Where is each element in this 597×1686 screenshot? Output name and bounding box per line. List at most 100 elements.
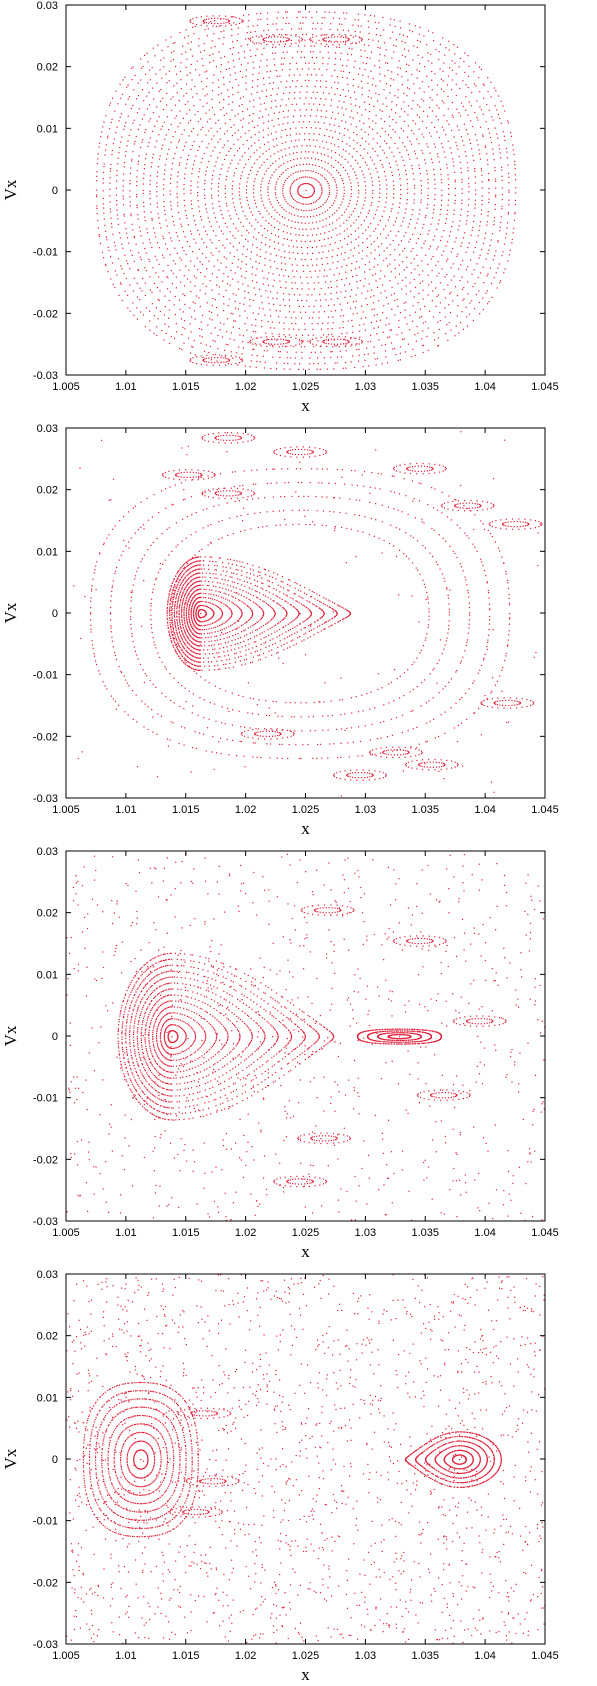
orbit-point [218,226,220,228]
orbit-point [265,251,267,253]
orbit-point [184,593,186,596]
orbit-point [220,57,222,59]
orbit-point [407,114,409,116]
orbit-point [301,282,303,284]
orbit-point [184,623,186,625]
orbit-point [243,630,245,632]
orbit-point [206,70,208,72]
orbit-point [195,581,197,583]
orbit-point [265,108,267,110]
orbit-point [488,249,490,251]
orbit-point [390,137,392,139]
orbit-point [379,80,381,82]
orbit-point [414,311,417,313]
orbit-point [316,109,319,111]
orbit-point [502,105,504,107]
orbit-point [355,126,357,128]
resonance-chain-point [347,40,349,42]
orbit-point [344,284,346,286]
orbit-point [251,631,254,633]
orbit-point [368,38,370,40]
orbit-point [219,205,221,207]
orbit-point [299,340,301,342]
orbit-point [123,166,125,168]
orbit-point [363,323,365,325]
orbit-point [329,223,331,225]
orbit-point [294,282,296,284]
orbit-point [253,636,256,638]
orbit-point [187,636,189,638]
orbit-point [271,626,273,628]
orbit-point [448,193,450,195]
resonance-chain-point [315,337,317,339]
orbit-point [186,590,188,592]
orbit-point [235,167,237,169]
orbit-point [370,252,372,254]
orbit-point [109,211,112,213]
orbit-point [198,45,200,47]
orbit-point [188,577,190,579]
orbit-point [279,597,281,599]
orbit-point [338,46,340,48]
orbit-point [394,95,396,97]
orbit-point [408,88,410,90]
orbit-point [130,213,132,215]
orbit-point [350,193,352,195]
orbit-point [225,202,227,204]
orbit-point [107,271,109,273]
orbit-point [501,175,503,177]
orbit-point [374,249,376,251]
orbit-point [410,250,412,252]
orbit-point [198,592,200,595]
orbit-point [233,586,235,588]
orbit-point [244,585,246,587]
orbit-point [194,302,196,304]
orbit-point [194,648,196,650]
orbit-point [368,365,370,367]
orbit-point [117,258,120,260]
orbit-point [188,606,190,608]
orbit-point [159,310,161,312]
orbit-point [143,173,145,175]
orbit-point [256,24,259,26]
orbit-point [318,197,320,199]
orbit-point [322,92,324,94]
orbit-point [265,602,267,604]
orbit-point [289,357,291,359]
orbit-point [416,69,418,71]
resonance-chain-point [358,41,360,43]
orbit-point [191,588,193,590]
orbit-point [337,260,339,263]
orbit-point [301,246,303,249]
orbit-point [350,269,352,272]
orbit-point [460,208,462,210]
orbit-point [373,163,375,165]
orbit-point [482,308,484,311]
orbit-point [383,29,385,31]
orbit-point [387,303,389,305]
orbit-point [225,154,228,156]
orbit-point [431,217,434,219]
orbit-point [276,181,278,183]
orbit-point [99,142,101,144]
orbit-point [259,156,261,158]
orbit-point [429,152,431,154]
orbit-point [212,297,214,299]
orbit-point [324,202,326,204]
resonance-chain-point [295,344,297,346]
orbit-point [197,649,199,651]
orbit-point [172,96,174,98]
orbit-point [188,587,190,589]
orbit-point [221,355,223,357]
orbit-point [484,146,487,148]
orbit-point [178,617,180,619]
orbit-point [368,143,370,145]
orbit-point [223,303,225,305]
orbit-point [228,103,230,105]
orbit-point [288,334,290,336]
orbit-point [364,329,366,331]
orbit-point [286,225,288,227]
orbit-point [386,143,388,145]
orbit-point [447,178,449,180]
orbit-point [210,188,212,190]
